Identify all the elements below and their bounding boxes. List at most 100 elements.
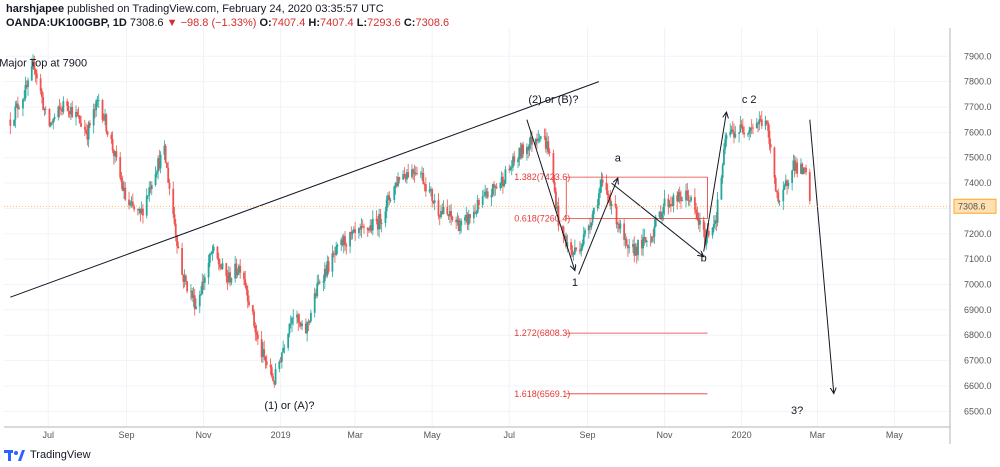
candle-body bbox=[190, 290, 192, 292]
price-tick-label: 6700.0 bbox=[964, 356, 992, 366]
candle-body bbox=[363, 226, 365, 228]
candle-body bbox=[484, 191, 487, 196]
open-value: 7407.4 bbox=[271, 17, 306, 29]
candle-body bbox=[25, 84, 28, 88]
candle-body bbox=[368, 229, 370, 231]
last-price-tag bbox=[953, 198, 997, 214]
candle-body bbox=[606, 190, 609, 196]
candle-body bbox=[210, 253, 213, 255]
candle-body bbox=[121, 182, 124, 191]
candle-body bbox=[67, 105, 70, 112]
candle-body bbox=[667, 198, 670, 207]
candle-body bbox=[490, 194, 493, 198]
candle-body bbox=[475, 212, 478, 214]
candle-body bbox=[216, 246, 219, 259]
candle-body bbox=[229, 272, 231, 283]
candle-body bbox=[120, 177, 123, 183]
candle-body bbox=[465, 214, 468, 217]
wave-annotation: 3? bbox=[791, 405, 803, 417]
candle-body bbox=[243, 272, 245, 280]
candle-body bbox=[269, 365, 272, 368]
candle-body bbox=[291, 318, 293, 324]
candle-body bbox=[70, 107, 72, 115]
tradingview-logo-icon[interactable] bbox=[4, 448, 26, 462]
candle-body bbox=[402, 174, 405, 180]
candle-body bbox=[335, 246, 338, 255]
candle-body bbox=[195, 306, 197, 310]
candle-body bbox=[715, 220, 718, 223]
candle-body bbox=[292, 317, 295, 319]
candle-body bbox=[546, 141, 548, 149]
candle-body bbox=[184, 275, 187, 282]
candle-body bbox=[236, 272, 239, 275]
tradingview-brand[interactable]: TradingView bbox=[30, 449, 91, 461]
time-tick-label: Jul bbox=[503, 430, 515, 440]
candle-body bbox=[198, 294, 201, 307]
candle-body bbox=[738, 132, 740, 134]
author-name[interactable]: harshjapee bbox=[6, 3, 65, 15]
candle-body bbox=[808, 172, 811, 201]
wave-annotation: (1) or (A)? bbox=[264, 400, 314, 412]
candle-body bbox=[619, 223, 622, 229]
candle-body bbox=[460, 220, 463, 226]
candle-body bbox=[244, 279, 247, 286]
candle-body bbox=[441, 211, 444, 214]
candle-body bbox=[76, 111, 79, 116]
candle-body bbox=[433, 200, 436, 203]
candle-body bbox=[455, 219, 458, 223]
candle-body bbox=[388, 195, 391, 201]
candle-body bbox=[476, 200, 479, 213]
candle-body bbox=[201, 281, 204, 294]
candle-body bbox=[102, 119, 105, 121]
open-label: O: bbox=[259, 17, 272, 29]
candle-body bbox=[678, 192, 681, 197]
candle-body bbox=[614, 203, 617, 206]
candle-body bbox=[96, 100, 99, 102]
candle-body bbox=[481, 196, 484, 206]
candle-body bbox=[707, 230, 710, 236]
candle-body bbox=[282, 347, 285, 353]
price-tick-label: 6600.0 bbox=[964, 381, 992, 391]
candle-body bbox=[536, 138, 538, 142]
annotations-layer: Major Top at 7900 (2) or (B)? a 1 b c 2 (1) or… bbox=[0, 57, 803, 416]
candle-body bbox=[359, 228, 362, 230]
candle-body bbox=[680, 196, 682, 202]
candle-body bbox=[509, 167, 512, 170]
candle-body bbox=[547, 141, 550, 152]
candle-body bbox=[637, 240, 639, 256]
candle-body bbox=[687, 195, 690, 202]
candle-body bbox=[690, 197, 692, 201]
wave-annotation: a bbox=[615, 153, 622, 165]
candle-body bbox=[596, 205, 599, 208]
candle-body bbox=[571, 250, 574, 255]
candle-body bbox=[316, 283, 319, 297]
candle-body bbox=[805, 167, 807, 173]
candle-body bbox=[110, 134, 113, 140]
candle-body bbox=[580, 247, 583, 252]
candle-body bbox=[270, 367, 273, 377]
wave-annotation: b bbox=[701, 253, 707, 265]
candle-body bbox=[78, 115, 81, 123]
time-tick-label: Sep bbox=[119, 430, 135, 440]
candle-body bbox=[361, 226, 364, 227]
candle-body bbox=[230, 278, 233, 283]
candle-body bbox=[274, 368, 277, 385]
trendlines-layer bbox=[10, 81, 833, 394]
candle-body bbox=[688, 200, 691, 202]
candle-body bbox=[500, 176, 503, 183]
fib-level-label: 1.618(6569.1) bbox=[514, 389, 570, 399]
candle-body bbox=[297, 314, 300, 323]
candle-body bbox=[446, 206, 449, 215]
candle-body bbox=[208, 254, 211, 263]
wave-arrow bbox=[526, 119, 575, 271]
candle-body bbox=[512, 156, 514, 168]
candle-body bbox=[27, 80, 29, 88]
candle-body bbox=[174, 223, 177, 236]
candle-body bbox=[616, 223, 619, 225]
candle-body bbox=[397, 176, 399, 186]
candle-body bbox=[442, 206, 445, 214]
candle-body bbox=[543, 136, 546, 138]
candle-body bbox=[642, 237, 644, 249]
wave-arrow bbox=[611, 182, 704, 257]
